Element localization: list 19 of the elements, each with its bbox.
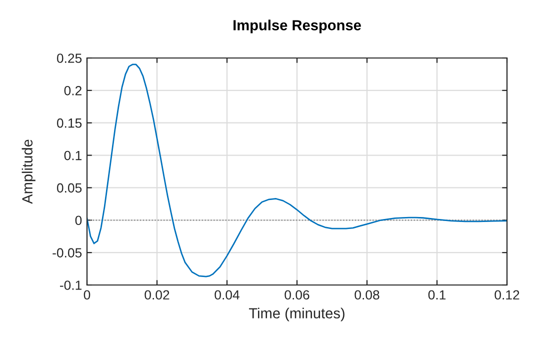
x-tick-label: 0.12 bbox=[494, 290, 520, 300]
y-tick-label: 0.1 bbox=[64, 150, 82, 160]
y-tick-label: 0.25 bbox=[56, 54, 82, 63]
x-tick-label: 0.04 bbox=[214, 290, 240, 300]
x-tick-label: 0.1 bbox=[428, 290, 446, 300]
y-tick-label: 0 bbox=[75, 216, 82, 226]
x-tick-label: 0 bbox=[84, 290, 90, 300]
y-tick-label: 0.05 bbox=[56, 183, 82, 193]
x-tick-label: 0.08 bbox=[354, 290, 380, 300]
y-tick-label: 0.15 bbox=[56, 118, 82, 128]
chart-title: Impulse Response bbox=[234, 20, 361, 34]
y-tick-label: -0.1 bbox=[60, 280, 82, 290]
y-tick-label: 0.2 bbox=[64, 86, 82, 96]
y-axis-title: Amplitude bbox=[22, 140, 36, 204]
x-tick-label: 0.06 bbox=[284, 290, 310, 300]
y-tick-label: -0.05 bbox=[52, 248, 82, 258]
x-tick-label: 0.02 bbox=[144, 290, 170, 300]
x-axis-title: Time (minutes) bbox=[248, 308, 344, 322]
line-series bbox=[87, 64, 507, 278]
